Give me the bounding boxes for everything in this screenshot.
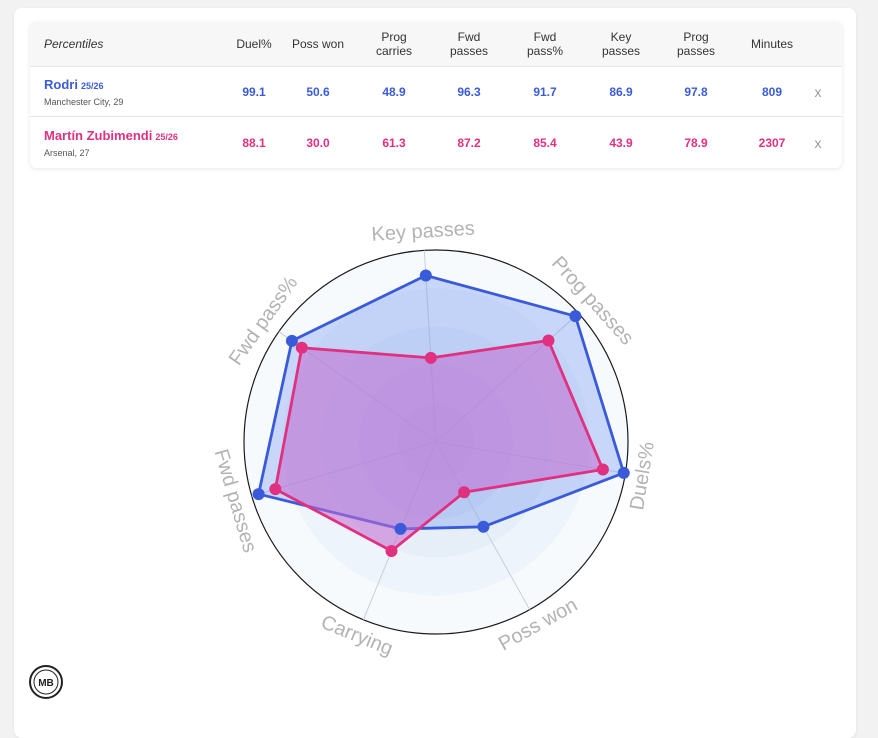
player-name[interactable]: Rodri	[44, 77, 78, 92]
table-row: Martín Zubimendi 25/26 Arsenal, 27 88.1 3…	[30, 117, 842, 168]
data-point	[617, 466, 630, 479]
value-minutes: 2307	[758, 135, 786, 150]
value-prog-carries: 48.9	[382, 84, 406, 99]
value-poss-won: 30.0	[306, 135, 330, 150]
header-col-key-passes[interactable]: Key passes	[601, 30, 641, 58]
header-col-minutes[interactable]: Minutes	[750, 37, 794, 51]
data-point	[458, 486, 471, 499]
data-point	[269, 483, 282, 496]
radar-outer-ring	[243, 249, 629, 635]
data-point	[477, 520, 490, 533]
table-header: Percentiles Duel% Poss won Prog carries …	[30, 22, 842, 67]
header-col-poss-won[interactable]: Poss won	[291, 37, 345, 51]
header-percentiles: Percentiles	[44, 37, 104, 51]
data-point	[569, 310, 582, 323]
value-poss-won: 50.6	[306, 84, 330, 99]
player-club: Arsenal, 27	[44, 148, 90, 158]
player-club: Manchester City, 29	[44, 97, 124, 107]
player-season: 25/26	[80, 81, 104, 91]
data-point	[285, 334, 298, 347]
axis-label: Key passes	[371, 218, 476, 246]
value-duel: 88.1	[242, 135, 266, 150]
value-key-passes: 43.9	[609, 135, 633, 150]
header-col-fwd-passes[interactable]: Fwd passes	[449, 30, 489, 58]
value-minutes: 809	[761, 84, 783, 99]
data-point	[394, 522, 407, 535]
value-prog-passes: 97.8	[684, 84, 708, 99]
player-name[interactable]: Martín Zubimendi	[44, 128, 153, 143]
remove-player-button[interactable]: x	[814, 134, 822, 151]
value-fwd-pass-pct: 85.4	[533, 135, 557, 150]
mb-logo-icon: MB	[29, 665, 63, 699]
player-info: Rodri 25/26 Manchester City, 29	[44, 67, 123, 116]
value-fwd-pass-pct: 91.7	[533, 84, 557, 99]
percentile-table: Percentiles Duel% Poss won Prog carries …	[30, 22, 842, 168]
data-point	[596, 463, 609, 476]
header-col-fwd-pass-pct[interactable]: Fwd pass%	[526, 30, 564, 58]
logo-text: MB	[38, 678, 54, 689]
value-prog-passes: 78.9	[684, 135, 708, 150]
header-col-prog-carries[interactable]: Prog carries	[375, 30, 412, 58]
data-point	[424, 351, 437, 364]
value-duel: 99.1	[242, 84, 266, 99]
data-point	[252, 488, 265, 501]
player-info: Martín Zubimendi 25/26 Arsenal, 27	[44, 117, 178, 168]
data-point	[295, 341, 308, 354]
data-point	[542, 334, 555, 347]
value-prog-carries: 61.3	[382, 135, 406, 150]
value-key-passes: 86.9	[609, 84, 633, 99]
series-area-zubimendi	[273, 339, 605, 553]
value-fwd-passes: 87.2	[457, 135, 481, 150]
header-col-prog-passes[interactable]: Prog passes	[676, 30, 716, 58]
remove-player-button[interactable]: x	[814, 83, 822, 100]
player-season: 25/26	[155, 132, 178, 142]
data-point	[385, 544, 398, 557]
table-row: Rodri 25/26 Manchester City, 29 99.1 50.6…	[30, 67, 842, 117]
axis-label: Duels%	[626, 440, 659, 512]
data-point	[419, 269, 432, 282]
header-col-duel[interactable]: Duel%	[236, 37, 272, 51]
value-fwd-passes: 96.3	[457, 84, 481, 99]
